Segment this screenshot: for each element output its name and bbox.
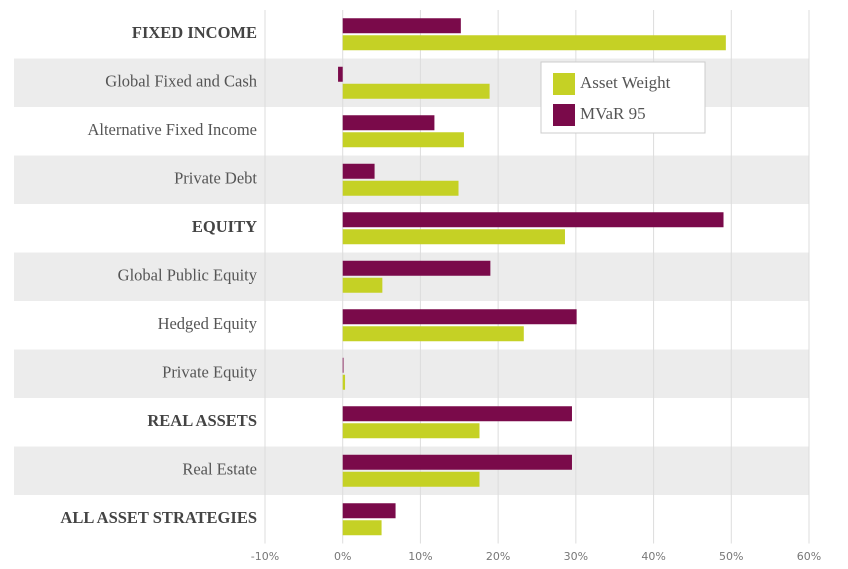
bar [342, 212, 724, 228]
category-label: ALL ASSET STRATEGIES [60, 508, 257, 527]
legend-swatch [553, 104, 575, 126]
x-tick-label: 50% [719, 550, 743, 563]
category-label: Real Estate [182, 460, 257, 479]
category-label: Private Equity [162, 363, 258, 382]
bar [342, 180, 459, 196]
legend-swatch [553, 73, 575, 95]
bar [342, 326, 524, 342]
row-stripe [14, 155, 809, 204]
bar [342, 229, 565, 245]
bar [342, 423, 480, 439]
bar [342, 309, 577, 325]
bar [342, 132, 464, 148]
bar [342, 35, 726, 51]
x-tick-label: 30% [564, 550, 588, 563]
x-tick-label: 0% [334, 550, 351, 563]
bar [342, 374, 346, 390]
bar [342, 260, 491, 276]
x-tick-label: 10% [408, 550, 432, 563]
bar [342, 503, 396, 519]
category-label: EQUITY [192, 217, 257, 236]
bar [342, 471, 480, 487]
row-stripe [14, 349, 809, 398]
category-label: Alternative Fixed Income [87, 120, 257, 139]
legend-label: Asset Weight [580, 73, 671, 92]
legend-label: MVaR 95 [580, 104, 646, 123]
x-tick-label: 40% [641, 550, 665, 563]
category-label: Global Public Equity [118, 266, 258, 285]
bar [342, 406, 572, 422]
bar [342, 454, 572, 470]
category-label: Private Debt [174, 169, 257, 188]
x-tick-label: 60% [797, 550, 821, 563]
x-tick-label: 20% [486, 550, 510, 563]
row-stripe [14, 252, 809, 301]
bar [342, 83, 490, 99]
bar [342, 163, 375, 179]
bar [338, 66, 343, 82]
bar [342, 357, 344, 373]
bar [342, 277, 383, 293]
category-label: REAL ASSETS [147, 411, 257, 430]
x-tick-label: -10% [251, 550, 279, 563]
bar [342, 18, 461, 34]
row-stripe [14, 446, 809, 495]
category-label: FIXED INCOME [132, 23, 257, 42]
category-label: Global Fixed and Cash [105, 72, 257, 91]
category-label: Hedged Equity [158, 314, 258, 333]
bar [342, 520, 382, 536]
bar [342, 115, 435, 131]
